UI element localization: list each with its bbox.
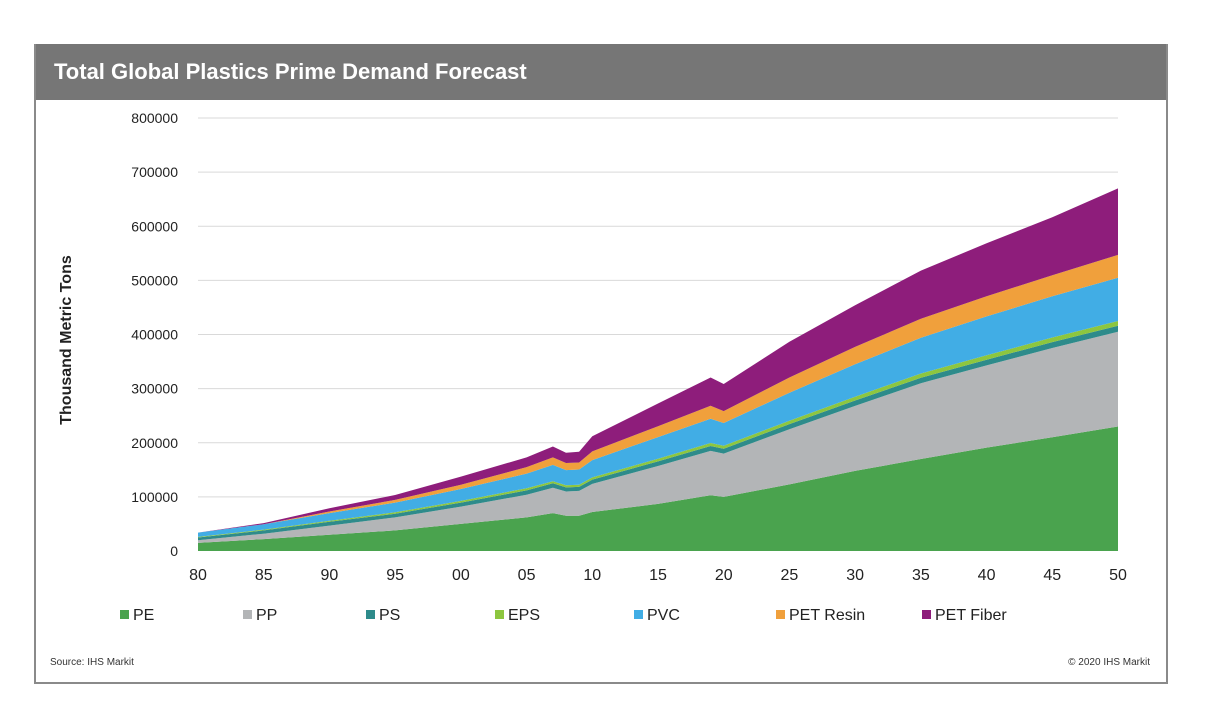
- x-tick-label: 50: [1109, 567, 1127, 584]
- x-tick-label: 90: [321, 567, 339, 584]
- x-tick-label: 40: [978, 567, 996, 584]
- y-tick-label: 700000: [131, 164, 178, 180]
- legend-swatch: [776, 610, 785, 619]
- legend: PE PP PS EPS PVC PET Resin PET Fiber: [120, 607, 1007, 624]
- legend-swatch: [495, 610, 504, 619]
- x-tick-label: 30: [846, 567, 864, 584]
- area-series-pp: [198, 331, 1118, 543]
- x-tick-label: 10: [583, 567, 601, 584]
- y-tick-label: 0: [170, 543, 178, 559]
- y-tick-label: 500000: [131, 272, 178, 288]
- legend-label: PET Resin: [789, 607, 865, 624]
- x-tick-label: 15: [649, 567, 667, 584]
- x-tick-label: 00: [452, 567, 470, 584]
- legend-item-pet-fiber: PET Fiber: [922, 607, 1007, 624]
- chart-title: Total Global Plastics Prime Demand Forec…: [54, 59, 527, 84]
- legend-item-pvc: PVC: [634, 607, 680, 624]
- legend-swatch: [634, 610, 643, 619]
- legend-item-eps: EPS: [495, 607, 540, 624]
- legend-item-ps: PS: [366, 607, 400, 624]
- chart-frame: Total Global Plastics Prime Demand Forec…: [34, 44, 1168, 684]
- x-tick-label: 05: [518, 567, 536, 584]
- area-series-pe: [198, 426, 1118, 551]
- legend-swatch: [366, 610, 375, 619]
- x-tick-label: 25: [781, 567, 799, 584]
- legend-item-pp: PP: [243, 607, 277, 624]
- y-tick-label: 400000: [131, 327, 178, 343]
- legend-label: PVC: [647, 607, 680, 624]
- y-tick-labels: 0 100000 200000 300000 400000 500000 600000 700…: [131, 110, 178, 559]
- chart-canvas: 0 100000 200000 300000 400000 500000 600000 700…: [58, 110, 1127, 624]
- stacked-areas: [198, 188, 1118, 551]
- legend-item-pet-resin: PET Resin: [776, 607, 865, 624]
- copyright-note: © 2020 IHS Markit: [1068, 657, 1150, 668]
- x-tick-label: 85: [255, 567, 273, 584]
- legend-swatch: [922, 610, 931, 619]
- legend-swatch: [120, 610, 129, 619]
- y-tick-label: 300000: [131, 381, 178, 397]
- y-tick-label: 100000: [131, 489, 178, 505]
- x-tick-label: 35: [912, 567, 930, 584]
- legend-swatch: [243, 610, 252, 619]
- y-tick-label: 200000: [131, 435, 178, 451]
- source-note: Source: IHS Markit: [50, 657, 134, 668]
- y-tick-label: 800000: [131, 110, 178, 126]
- legend-item-pe: PE: [120, 607, 154, 624]
- chart-title-bar: Total Global Plastics Prime Demand Forec…: [36, 44, 1166, 100]
- x-tick-label: 20: [715, 567, 733, 584]
- legend-label: EPS: [508, 607, 540, 624]
- legend-label: PP: [256, 607, 277, 624]
- y-tick-label: 600000: [131, 218, 178, 234]
- legend-label: PS: [379, 607, 400, 624]
- y-axis-label: Thousand Metric Tons: [58, 255, 75, 425]
- x-tick-label: 95: [386, 567, 404, 584]
- x-tick-labels: 80 85 90 95 00 05 10 15 20 25 30 35 40 45 50: [189, 567, 1127, 584]
- legend-label: PET Fiber: [935, 607, 1007, 624]
- x-tick-label: 45: [1043, 567, 1061, 584]
- legend-label: PE: [133, 607, 154, 624]
- x-tick-label: 80: [189, 567, 207, 584]
